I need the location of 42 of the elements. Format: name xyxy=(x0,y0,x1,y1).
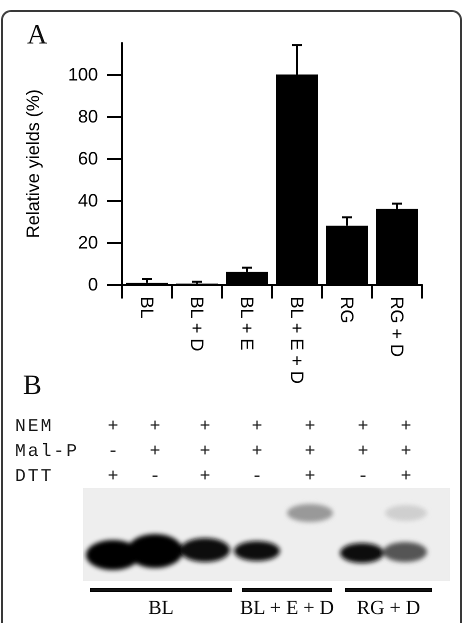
text: - xyxy=(252,467,262,487)
y-tick-label: 100 xyxy=(68,64,98,84)
y-tick-label: 80 xyxy=(78,106,98,126)
text: BL + E + D xyxy=(240,597,334,619)
y-tick-label: 20 xyxy=(78,232,98,252)
text: BL xyxy=(147,597,175,619)
text: + xyxy=(400,417,412,437)
x-tick-label: BL + D xyxy=(187,296,207,352)
text: + xyxy=(304,442,316,462)
x-tick-label: BL + E + D xyxy=(287,296,307,384)
text: + xyxy=(252,442,262,462)
text: + xyxy=(108,467,118,487)
x-tick-label: RG xyxy=(337,296,357,324)
x-tick-label: RG + D xyxy=(387,296,407,358)
text: + xyxy=(150,442,160,462)
y-tick-label: 40 xyxy=(78,190,98,210)
chart-title: A xyxy=(27,20,48,50)
text: + xyxy=(108,417,118,437)
text: + xyxy=(150,417,160,437)
category-label: DTT xyxy=(15,467,54,487)
category-label: NEM xyxy=(15,417,54,437)
category-label: Mal-P xyxy=(15,442,80,462)
text: + xyxy=(304,417,316,437)
x-tick-label: BL xyxy=(137,296,157,319)
text: - xyxy=(150,467,160,487)
y-tick-label: 60 xyxy=(78,148,98,168)
text: - xyxy=(358,467,368,487)
x-tick-label: BL + E xyxy=(237,296,257,350)
text: + xyxy=(200,442,210,462)
text: + xyxy=(200,417,210,437)
text: + xyxy=(358,417,368,437)
text: + xyxy=(304,467,316,487)
y-tick-label: 0 xyxy=(88,274,98,294)
text: + xyxy=(200,467,210,487)
text: RG + D xyxy=(356,597,420,619)
text: + xyxy=(400,442,412,462)
y-axis-title: Relative yields (%) xyxy=(23,89,43,238)
text: + xyxy=(358,442,368,462)
text: B xyxy=(23,370,42,401)
text: + xyxy=(252,417,262,437)
text: - xyxy=(108,442,118,462)
text: + xyxy=(400,467,412,487)
